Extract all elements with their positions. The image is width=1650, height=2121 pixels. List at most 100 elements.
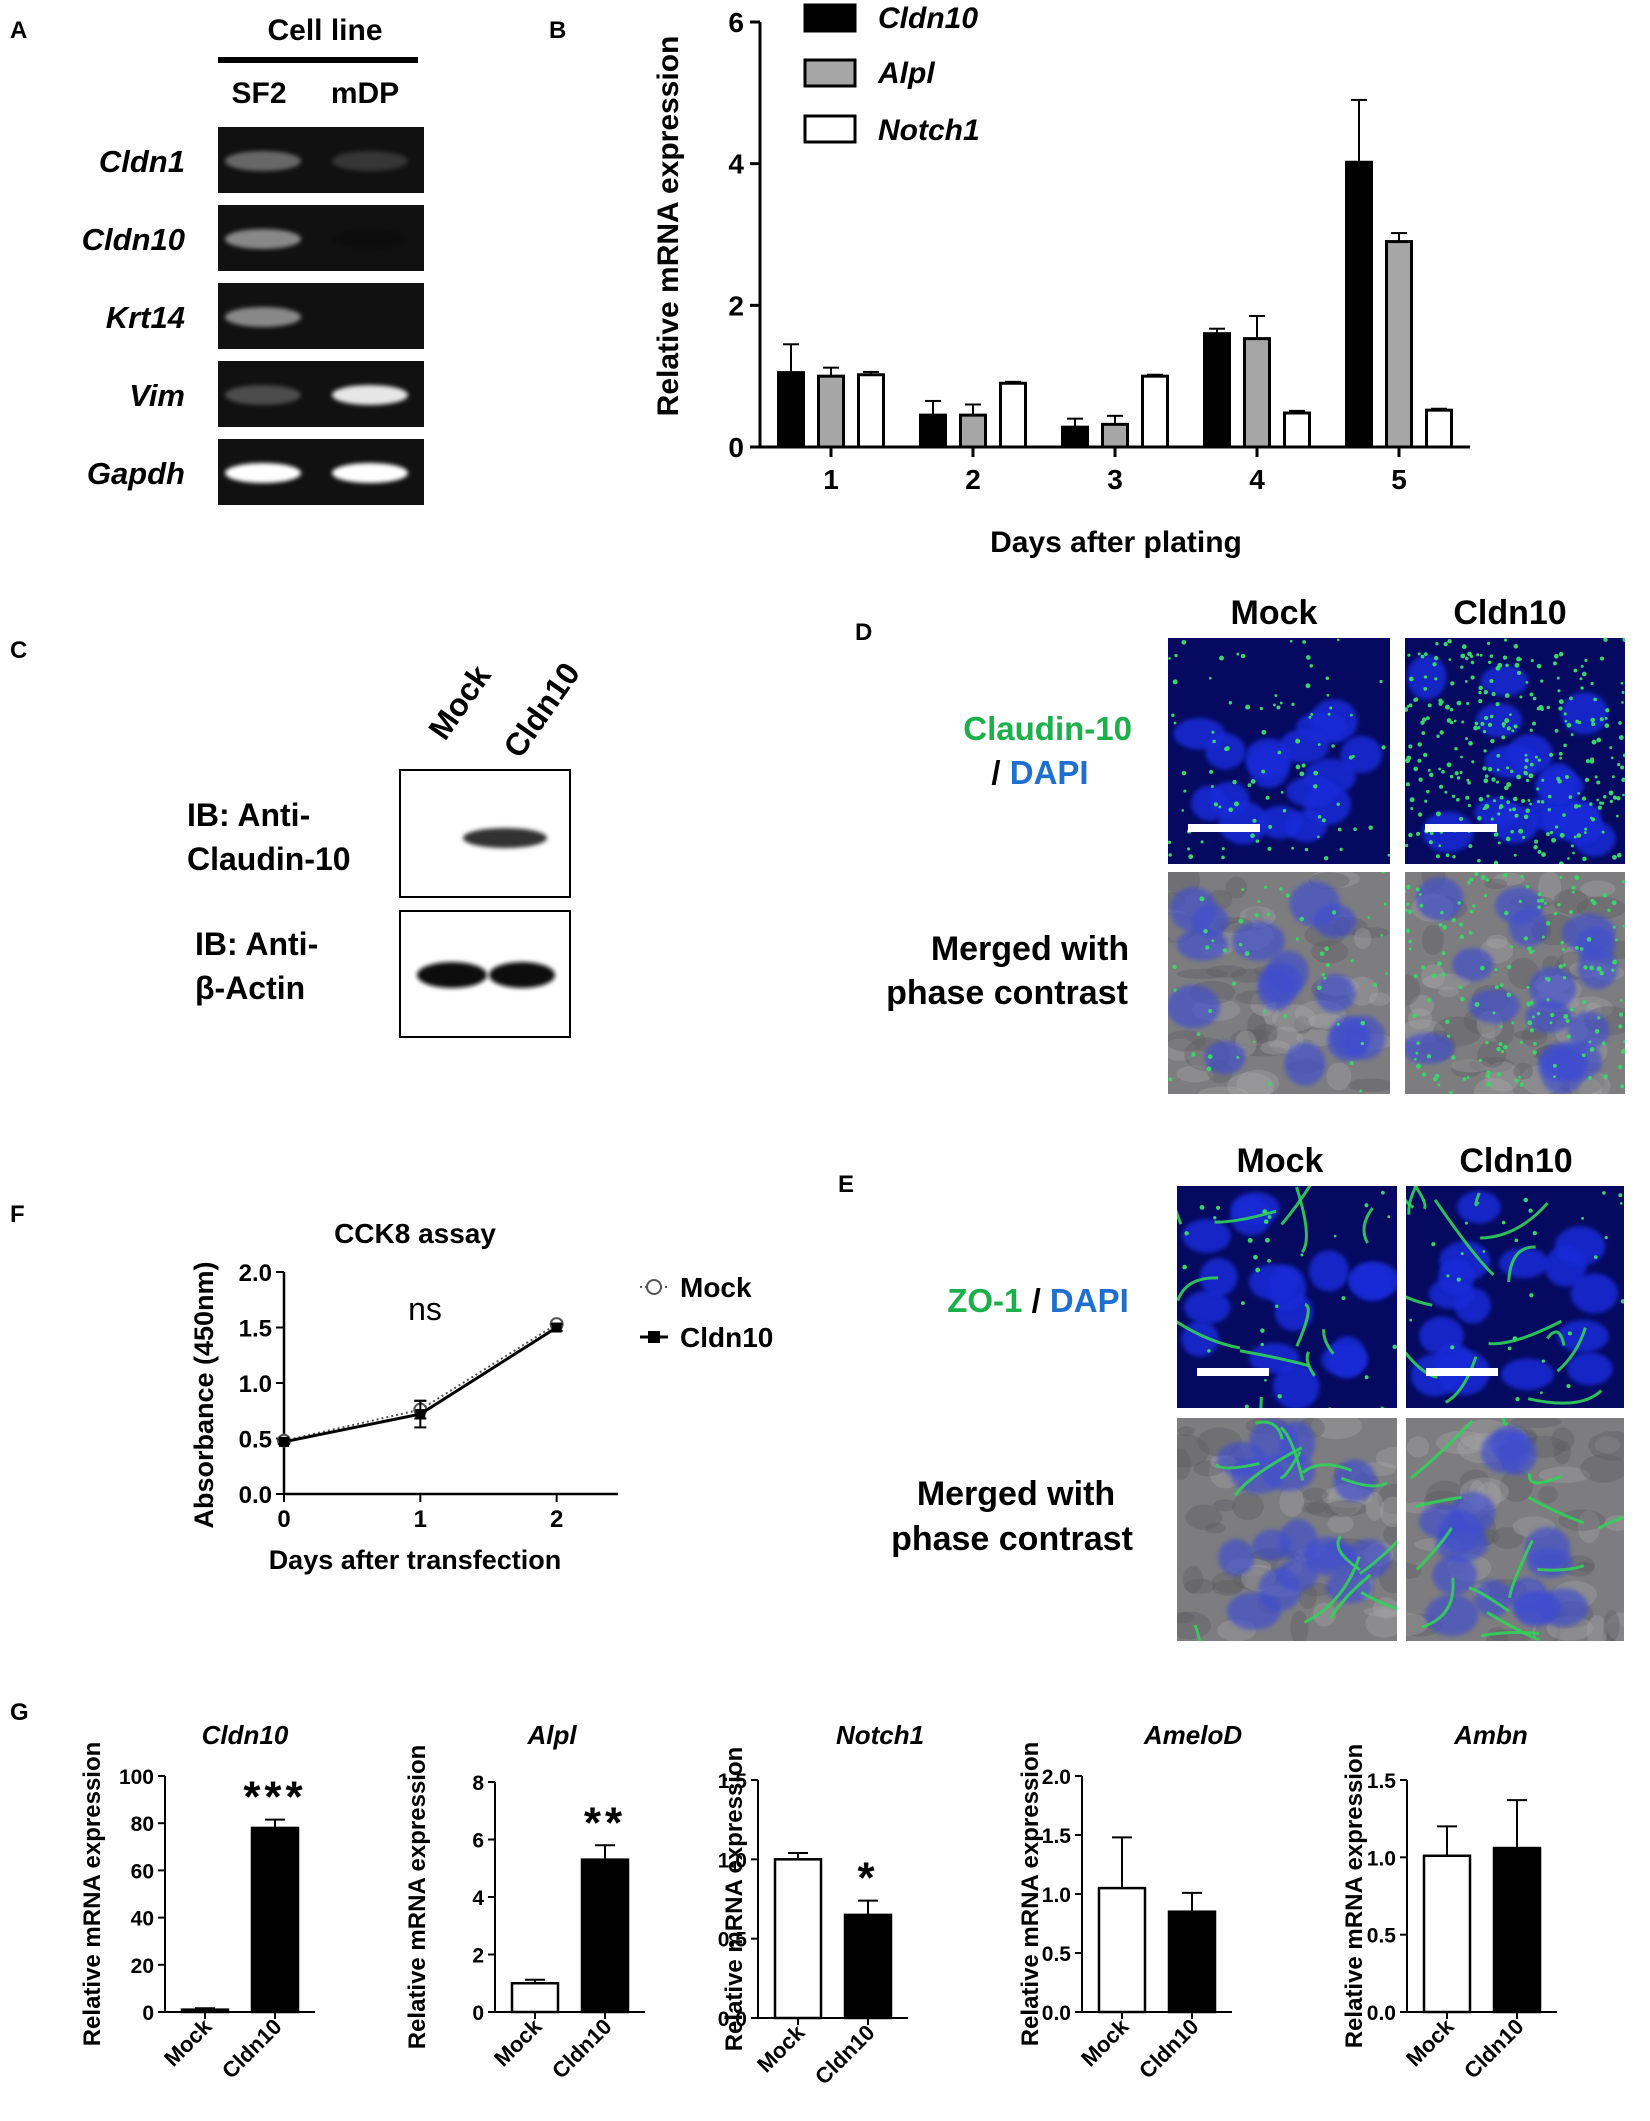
claudin-dot: [1419, 893, 1422, 896]
claudin-dot: [1509, 945, 1514, 949]
phase-texture: [1603, 1609, 1620, 1641]
legend-marker-mock: [646, 1279, 662, 1295]
claudin-dot: [1360, 1020, 1366, 1026]
claudin-dot: [1529, 802, 1532, 806]
zo1-junction: [1280, 1450, 1302, 1480]
claudin-dot: [1580, 664, 1584, 668]
phase-texture: [1459, 1469, 1490, 1495]
claudin-dot: [1409, 797, 1415, 803]
claudin-dot: [1492, 1011, 1496, 1015]
claudin-dot: [1168, 1077, 1173, 1082]
chart-g-ytick-label: 0.0: [1042, 2002, 1071, 2025]
claudin-dot: [1381, 1190, 1385, 1195]
nucleus: [1284, 1042, 1326, 1086]
legend-label-alpl: Alpl: [877, 57, 935, 90]
claudin-dot: [1622, 753, 1625, 758]
claudin-dot: [1264, 1378, 1267, 1382]
claudin-dot: [1255, 1267, 1261, 1273]
chart-g-xtick-label: Cldn10: [1134, 2014, 1204, 2084]
claudin-dot: [1236, 652, 1240, 656]
phase-texture: [1236, 1069, 1280, 1094]
claudin-dot: [1620, 681, 1624, 685]
claudin-dot: [1478, 699, 1483, 704]
claudin-dot: [1482, 766, 1487, 771]
claudin-dot: [1572, 851, 1575, 855]
zo1-junction: [1295, 1303, 1310, 1347]
claudin-dot: [1446, 1034, 1451, 1038]
chart-g-ytick-label: 2: [472, 1945, 484, 1968]
claudin-dot: [1483, 689, 1489, 695]
claudin-dot: [1556, 676, 1560, 680]
claudin-dot: [1321, 818, 1326, 823]
micrograph: [1168, 872, 1390, 1094]
claudin-dot: [1186, 847, 1191, 851]
gel-row-label: Gapdh: [87, 456, 185, 491]
claudin-dot: [1469, 909, 1474, 914]
claudin-dot: [1536, 799, 1541, 804]
chart-g-xtick-label: Cldn10: [217, 2014, 287, 2084]
phase-texture: [1551, 1427, 1575, 1452]
phase-texture: [1168, 1030, 1207, 1052]
phase-texture: [1302, 1487, 1329, 1502]
chart-f-ylabel: Absorbance (450nm): [189, 1261, 219, 1528]
chart-f-xtick-label: 1: [414, 1506, 427, 1533]
claudin-dot: [1423, 687, 1428, 691]
claudin-dot: [1585, 758, 1591, 764]
micro-e-images: [1177, 1186, 1624, 1641]
claudin-dot: [1498, 806, 1503, 810]
zo1-junction: [1415, 1527, 1453, 1571]
claudin-dot: [1621, 701, 1624, 704]
wb-label-2a: IB: Anti-: [195, 926, 318, 962]
claudin-dot: [1212, 739, 1216, 744]
chart-f-point-cldn10: [551, 1322, 562, 1333]
wb-band-claudin10: [463, 828, 547, 848]
claudin-dot: [1536, 663, 1542, 669]
claudin-dot: [1341, 1296, 1346, 1301]
chart-f-title: CCK8 assay: [334, 1218, 496, 1249]
micro-d-col-mock: Mock: [1231, 594, 1318, 632]
scale-bar: [1197, 1368, 1269, 1376]
claudin-dot: [1547, 808, 1551, 812]
claudin-dot: [1525, 681, 1529, 684]
micro-d-stain-sep: /: [991, 754, 1000, 791]
chart-g-significance: **: [584, 1798, 626, 1847]
claudin-dot: [1554, 728, 1559, 733]
claudin-dot: [1623, 1040, 1625, 1044]
claudin-dot: [1456, 797, 1460, 802]
claudin-dot: [1451, 917, 1457, 923]
nucleus: [1191, 785, 1228, 821]
claudin-dot: [1596, 798, 1600, 802]
claudin-dot: [1482, 807, 1486, 811]
claudin-dot: [1406, 884, 1411, 890]
claudin-dot: [1529, 762, 1534, 767]
claudin-dot: [1168, 853, 1172, 857]
claudin-dot: [1490, 738, 1495, 744]
claudin-dot: [1478, 796, 1484, 802]
claudin-dot: [1580, 686, 1584, 690]
phase-texture: [1510, 1418, 1562, 1429]
claudin-dot: [1523, 936, 1529, 941]
claudin-dot: [1536, 1011, 1541, 1016]
claudin-dot: [1470, 675, 1475, 680]
phase-texture: [1296, 1029, 1337, 1047]
claudin-dot: [1558, 751, 1563, 756]
claudin-dot: [1449, 774, 1454, 779]
nucleus: [1570, 1273, 1619, 1314]
legend-label-cldn10-f: Cldn10: [680, 1322, 773, 1353]
claudin-dot: [1266, 912, 1271, 917]
claudin-dot: [1604, 716, 1608, 720]
claudin-dot: [1247, 783, 1252, 788]
claudin-dot: [1221, 847, 1225, 851]
claudin-dot: [1474, 1001, 1480, 1007]
claudin-dot: [1566, 1034, 1571, 1039]
claudin-dot: [1504, 718, 1510, 724]
claudin-dot: [1563, 743, 1567, 748]
phase-texture: [1577, 1510, 1600, 1544]
nucleus: [1184, 1290, 1231, 1325]
chart-g-ytick-label: 0.5: [718, 1929, 748, 1952]
nucleus: [1456, 1191, 1501, 1224]
claudin-dot: [1496, 1072, 1502, 1077]
chart-g-ytick-label: 0.0: [1367, 2002, 1396, 2025]
phase-texture: [1553, 1440, 1571, 1465]
